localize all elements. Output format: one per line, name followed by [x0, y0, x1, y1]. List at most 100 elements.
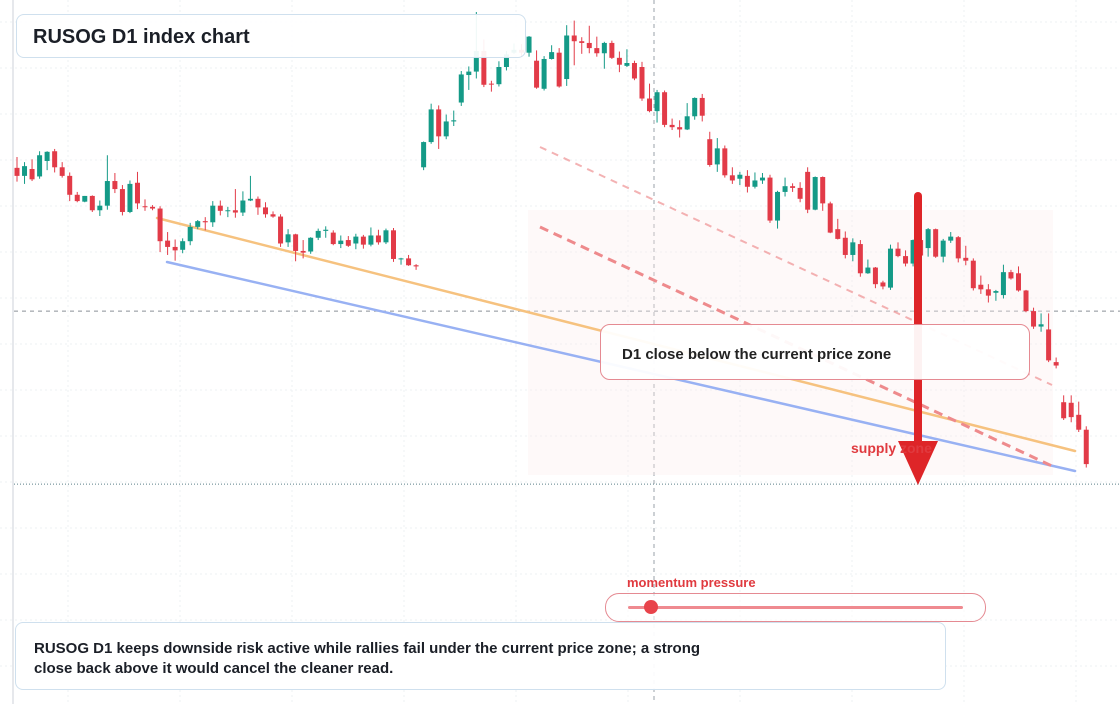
candle — [782, 177, 788, 197]
candle — [985, 284, 991, 303]
candle — [978, 275, 984, 294]
candle-body — [782, 186, 788, 192]
candle-body — [255, 198, 261, 208]
candle — [74, 191, 80, 203]
candle-body — [903, 256, 909, 264]
candle — [624, 49, 630, 68]
candle-body — [887, 248, 893, 288]
candle — [616, 51, 622, 73]
candle-body — [1068, 402, 1074, 418]
candle-body — [300, 250, 306, 253]
candle — [767, 174, 773, 223]
candle — [375, 229, 381, 245]
candle-body — [767, 177, 773, 221]
candle-body — [737, 174, 743, 179]
candle — [647, 83, 653, 113]
candle-body — [14, 167, 20, 176]
momentum-track — [628, 606, 963, 609]
candle — [59, 162, 65, 178]
candle-body — [488, 83, 494, 85]
candle-body — [225, 210, 231, 212]
candle-body — [594, 48, 600, 54]
candle — [805, 167, 811, 214]
candle — [165, 232, 171, 255]
candle — [948, 232, 954, 243]
candle-body — [29, 169, 35, 180]
candle-body — [850, 242, 856, 255]
candle — [172, 239, 178, 261]
candle — [22, 162, 28, 184]
candle — [225, 206, 231, 218]
candle — [368, 227, 374, 247]
candle — [142, 199, 148, 211]
candle — [729, 167, 735, 184]
candle — [1083, 426, 1089, 468]
candle-body — [978, 284, 984, 290]
candle-body — [150, 206, 156, 209]
price-zone-callout: D1 close below the current price zone — [600, 324, 1030, 380]
candle-body — [232, 210, 238, 213]
candle-body — [360, 236, 366, 245]
candle-body — [473, 50, 479, 72]
candle — [556, 48, 562, 88]
candle — [150, 205, 156, 211]
candle — [180, 238, 186, 254]
candle-body — [993, 291, 999, 293]
candle — [67, 172, 73, 202]
momentum-label: momentum pressure — [627, 575, 756, 590]
candle-body — [1046, 329, 1052, 361]
candle-body — [293, 234, 299, 251]
candle-body — [775, 191, 781, 221]
candle — [752, 172, 758, 189]
candle-body — [285, 234, 291, 243]
candle — [488, 80, 494, 92]
candle — [436, 105, 442, 149]
candle — [707, 131, 713, 167]
candle — [669, 118, 675, 131]
candle — [654, 89, 660, 123]
candle — [631, 60, 637, 81]
candle — [232, 189, 238, 218]
candle-body — [955, 237, 961, 259]
candle — [865, 259, 871, 274]
candle-body — [119, 189, 125, 212]
candle-body — [330, 232, 336, 245]
candle — [872, 266, 878, 289]
candle-body — [970, 260, 976, 289]
candle — [421, 141, 427, 171]
candle-body — [421, 142, 427, 168]
candle — [1038, 313, 1044, 332]
candle-body — [345, 240, 351, 246]
candle-body — [534, 60, 540, 88]
candle — [443, 114, 449, 140]
candle-body — [503, 54, 509, 68]
candle-body — [104, 181, 110, 206]
candle-body — [805, 171, 811, 210]
candle — [413, 264, 419, 270]
candle-body — [1061, 402, 1067, 419]
candle-body — [722, 148, 728, 176]
candle — [609, 40, 615, 59]
candle — [300, 240, 306, 259]
candle-body — [677, 127, 683, 130]
candle-body — [383, 230, 389, 243]
candle-body — [684, 116, 690, 130]
candle-body — [89, 195, 95, 211]
candle-body — [714, 148, 720, 165]
candle — [496, 61, 502, 87]
candle-body — [481, 50, 487, 85]
candle-body — [601, 42, 607, 54]
candle-body — [52, 151, 58, 168]
candle — [119, 185, 125, 216]
candle — [775, 190, 781, 229]
candle-body — [353, 236, 359, 244]
candle — [278, 214, 284, 247]
candle-body — [428, 109, 434, 143]
supply-zone-label: supply zone — [851, 440, 932, 456]
candle — [677, 120, 683, 138]
candle-body — [451, 120, 457, 122]
candle — [662, 90, 668, 128]
candle — [857, 240, 863, 277]
candle — [315, 228, 321, 241]
candle-body — [368, 235, 374, 245]
